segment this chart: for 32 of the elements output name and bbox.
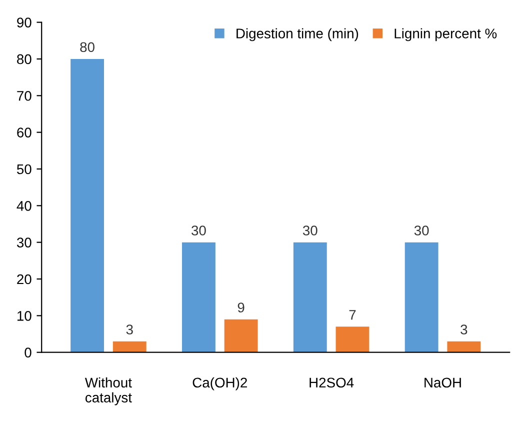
bar: [293, 242, 327, 352]
data-label: 80: [80, 42, 94, 52]
x-tick-label: Without catalyst: [84, 377, 132, 406]
y-tick-label: 10: [17, 311, 32, 321]
data-label: 30: [302, 226, 318, 236]
legend-label: Lignin percent %: [394, 28, 497, 42]
data-label: 30: [414, 226, 429, 236]
data-label: 7: [349, 310, 356, 320]
bar: [112, 341, 146, 352]
y-tick-label: 20: [17, 274, 32, 284]
x-tick-label: Ca(OH)2: [192, 377, 247, 390]
y-tick-label: 30: [16, 238, 32, 248]
data-label: 9: [238, 302, 244, 312]
y-tick-label: 70: [17, 90, 32, 101]
bar: [404, 242, 438, 352]
bar: [336, 326, 370, 352]
y-tick-label: 0: [24, 348, 32, 358]
y-tick-label: 90: [17, 18, 32, 28]
legend-label: Digestion time (min): [236, 28, 358, 42]
y-tick-label: 80: [17, 54, 32, 64]
data-label: 3: [460, 324, 468, 334]
bar: [447, 341, 481, 352]
y-tick-label: 50: [16, 164, 32, 174]
y-tick-label: 40: [16, 200, 32, 211]
data-label: 3: [126, 324, 133, 334]
bar: [70, 58, 104, 352]
bar: [224, 319, 258, 352]
x-tick-label: NaOH: [424, 378, 461, 388]
y-tick-label: 60: [17, 128, 32, 138]
x-tick-label: H2SO4: [310, 378, 354, 388]
bar: [182, 242, 216, 352]
data-label: 30: [192, 226, 206, 236]
